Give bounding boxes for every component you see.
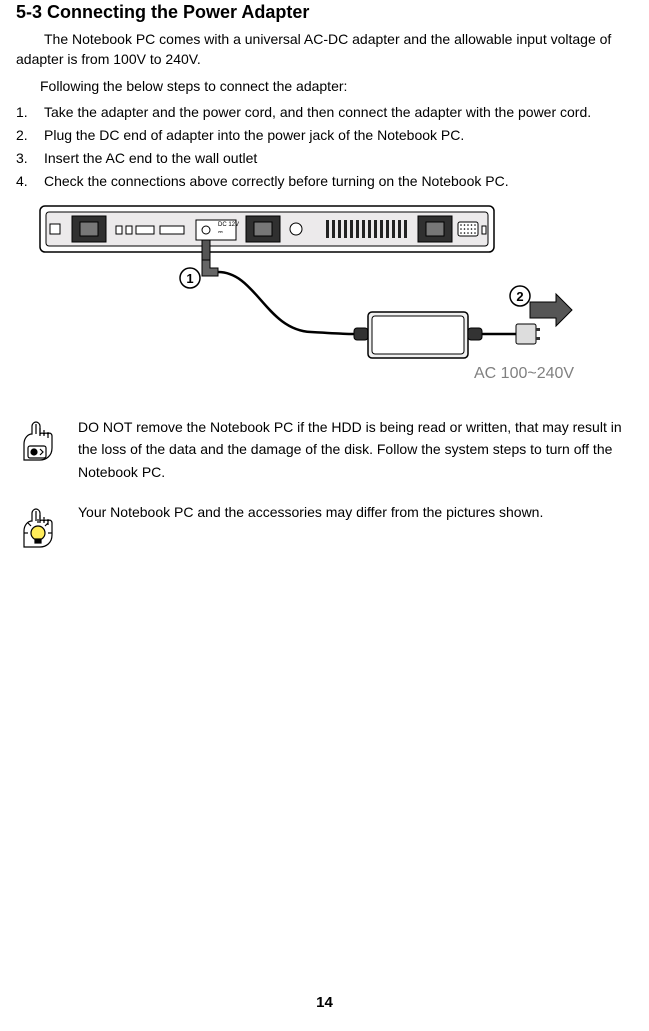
steps-list: 1. Take the adapter and the power cord, … [16,102,633,192]
step-text: Plug the DC end of adapter into the powe… [44,125,633,146]
step-text: Insert the AC end to the wall outlet [44,148,633,169]
svg-text:DC 12V: DC 12V [218,222,239,228]
step-4: 4. Check the connections above correctly… [16,171,633,192]
power-adapter-diagram: DC 12V ⎓ 1 2 AC 100~240V [36,202,576,392]
step-3: 3. Insert the AC end to the wall outlet [16,148,633,169]
step-number: 3. [16,148,44,169]
step-number: 4. [16,171,44,192]
info-hand-bulb-icon [16,501,68,553]
svg-text:1: 1 [186,271,193,286]
step-text: Take the adapter and the power cord, and… [44,102,633,123]
warning-note-text: DO NOT remove the Notebook PC if the HDD… [68,416,633,483]
step-number: 2. [16,125,44,146]
section-heading: 5-3 Connecting the Power Adapter [16,2,633,23]
step-2: 2. Plug the DC end of adapter into the p… [16,125,633,146]
warning-note: DO NOT remove the Notebook PC if the HDD… [16,416,633,483]
intro-paragraph-1: The Notebook PC comes with a universal A… [16,29,633,70]
diagram-svg: DC 12V ⎓ 1 2 AC 100~240V [36,202,576,392]
step-number: 1. [16,102,44,123]
intro-paragraph-2: Following the below steps to connect the… [16,76,633,96]
svg-text:⎓: ⎓ [218,230,223,236]
page-number: 14 [0,994,649,1011]
warning-hand-eye-icon [16,416,68,483]
svg-text:2: 2 [516,289,523,304]
step-text: Check the connections above correctly be… [44,171,633,192]
page: 5-3 Connecting the Power Adapter The Not… [0,2,649,1031]
info-note: Your Notebook PC and the accessories may… [16,501,633,553]
svg-text:AC 100~240V: AC 100~240V [474,365,574,382]
notes-section: DO NOT remove the Notebook PC if the HDD… [16,416,633,553]
step-1: 1. Take the adapter and the power cord, … [16,102,633,123]
info-note-text: Your Notebook PC and the accessories may… [68,501,633,553]
